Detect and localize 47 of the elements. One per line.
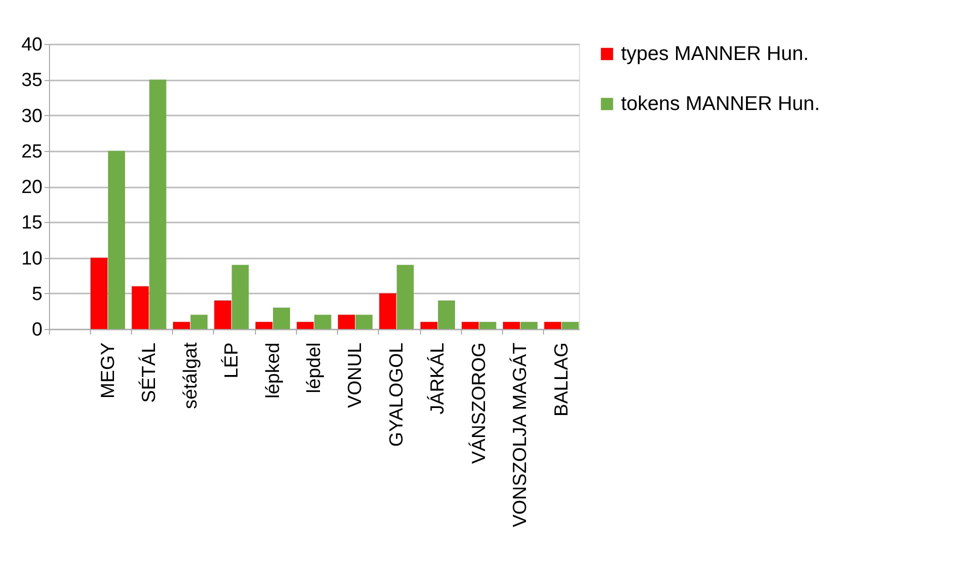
bar — [562, 322, 579, 329]
bar — [479, 322, 496, 329]
y-tick-label: 25 — [21, 141, 42, 162]
bar — [190, 314, 208, 329]
legend-label: types MANNER Hun. — [621, 43, 809, 65]
bar — [314, 314, 332, 329]
x-tick-label: VONSZOLJA MAGÁT — [509, 342, 532, 528]
y-tick-label: 30 — [21, 106, 42, 127]
bar — [338, 314, 355, 329]
y-tick-label: 5 — [32, 284, 42, 305]
bar — [420, 322, 438, 329]
bar — [149, 80, 166, 329]
bar — [544, 322, 562, 329]
bar — [396, 264, 414, 329]
x-tick-label: VÁNSZOROG — [468, 342, 490, 464]
legend-label: tokens MANNER Hun. — [621, 93, 820, 115]
y-tick-label: 10 — [21, 248, 42, 270]
x-tick-label: sétálgat — [180, 342, 202, 410]
x-tick-label: lépked — [262, 342, 284, 398]
x-tick-label: lépdel — [304, 342, 325, 394]
bar — [173, 322, 190, 329]
x-tick-label: GYALOGOL — [386, 342, 408, 447]
x-tick-label: LÉP — [220, 342, 243, 378]
x-tick-label: MEGY — [98, 342, 119, 398]
bar — [438, 300, 455, 329]
bar — [462, 322, 479, 329]
bar — [132, 286, 149, 329]
bar — [356, 314, 373, 329]
bar — [108, 150, 126, 329]
y-tick-label: 20 — [21, 177, 42, 198]
bar — [232, 264, 249, 329]
x-tick-label: SÉTÁL — [138, 342, 160, 403]
bar — [255, 322, 272, 329]
bar — [520, 322, 538, 329]
bar — [90, 258, 108, 329]
bar — [273, 308, 290, 329]
y-tick-label: 35 — [21, 70, 42, 92]
y-tick-label: 0 — [32, 320, 42, 340]
bar — [379, 293, 396, 329]
bar — [214, 300, 232, 329]
bar — [502, 322, 520, 329]
bar — [296, 322, 314, 329]
y-tick-label: 15 — [21, 212, 42, 234]
x-tick-label: JÁRKÁL — [426, 342, 449, 414]
y-tick-label: 40 — [21, 34, 42, 56]
x-tick-label: BALLAG — [551, 342, 572, 416]
x-tick-label: VONUL — [345, 342, 366, 408]
